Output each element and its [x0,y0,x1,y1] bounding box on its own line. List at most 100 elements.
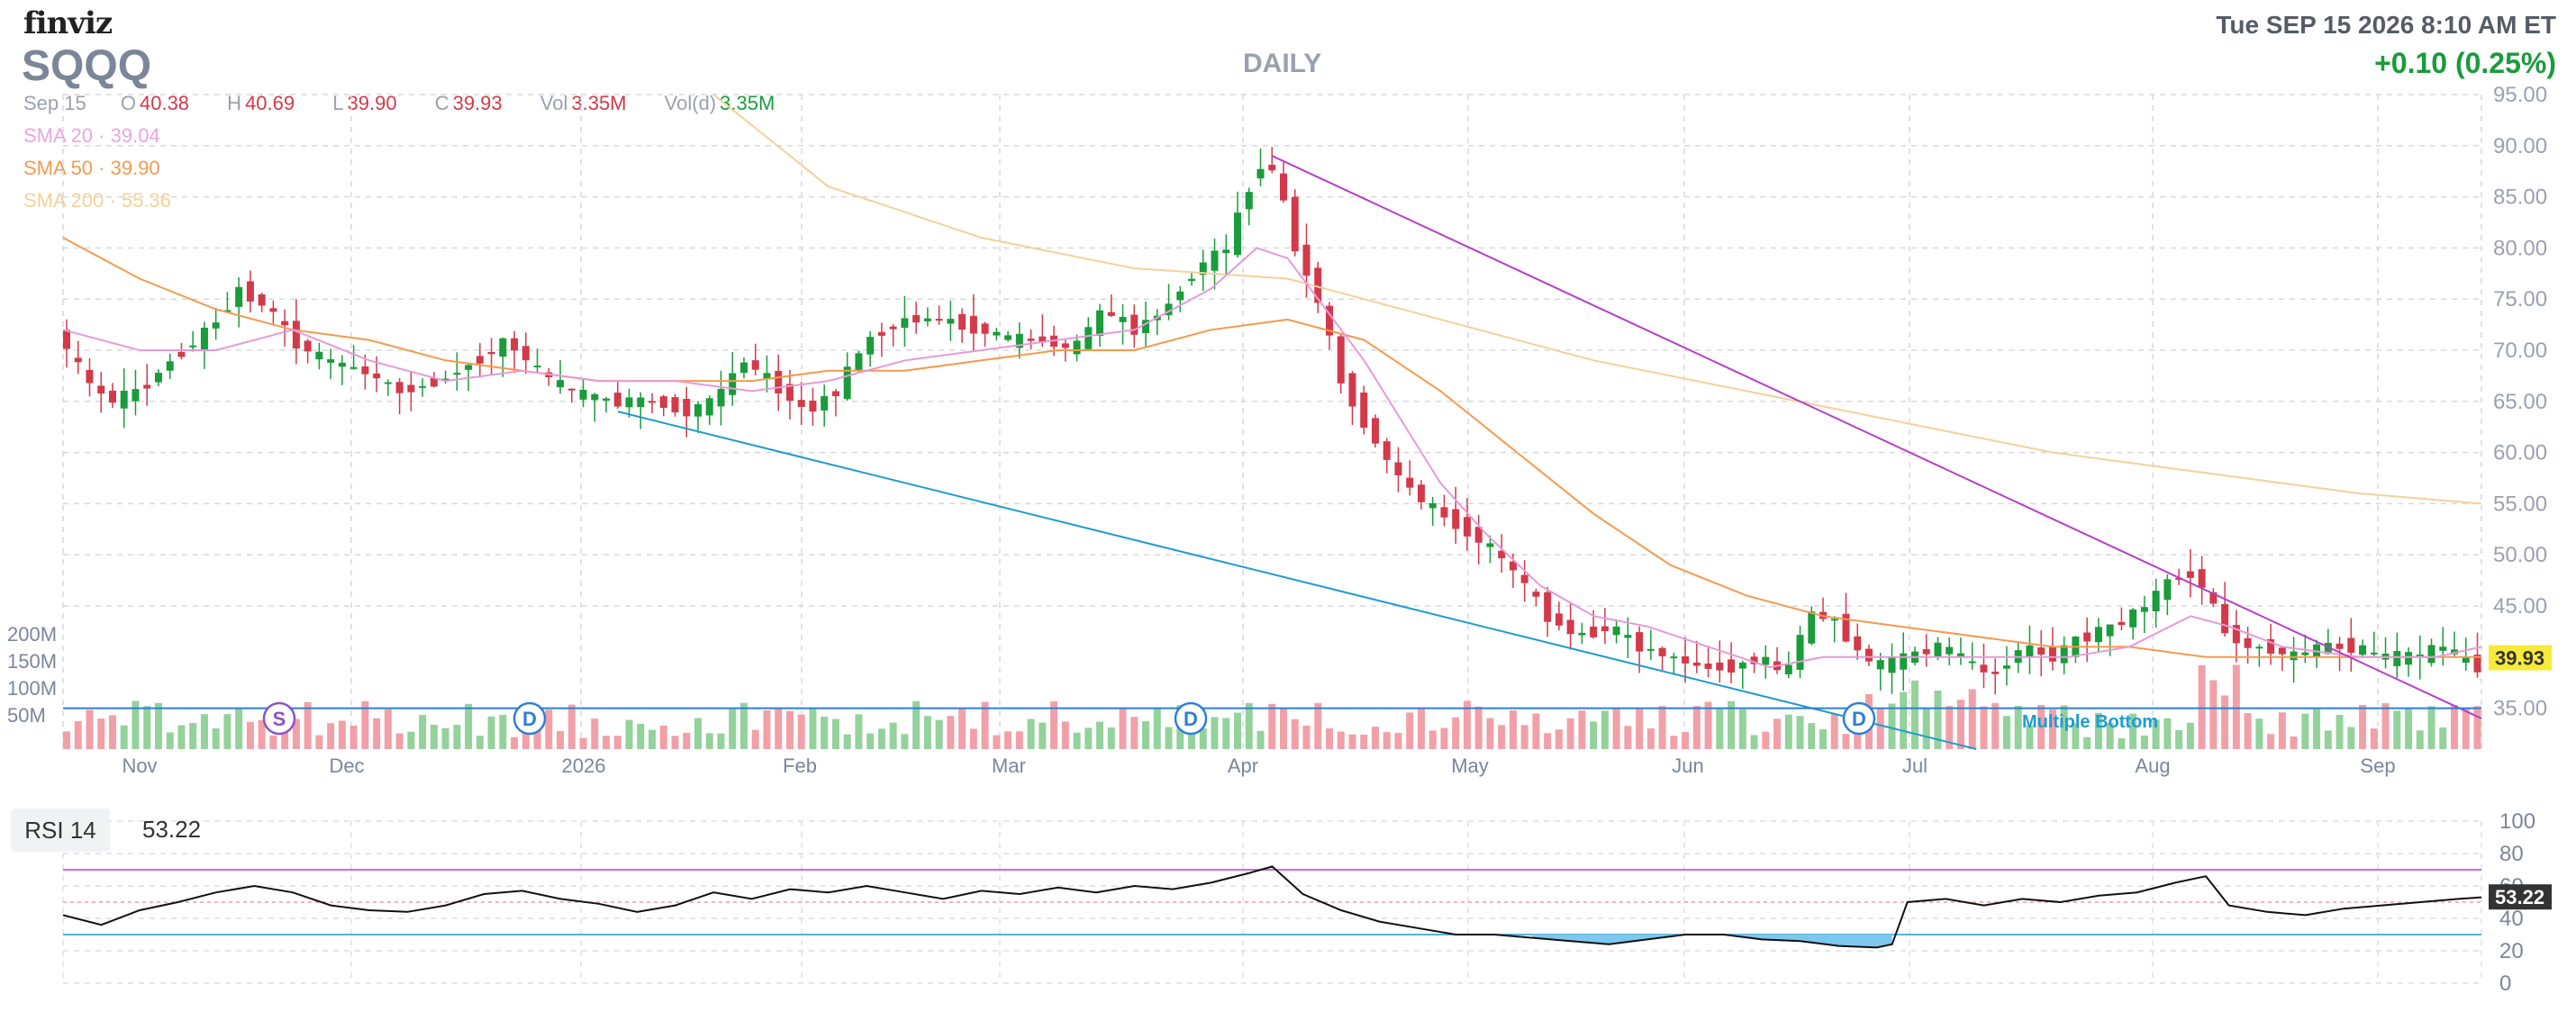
volume-bar [1452,717,1460,749]
volume-bar [1658,706,1666,749]
candle-body [567,388,576,391]
price-tick-label: 80.00 [2493,236,2547,260]
rsi-current-badge-text: 53.22 [2495,886,2544,908]
sma20-label: SMA 20 [23,124,94,147]
candle-body [901,318,909,329]
candle-body [2118,621,2126,626]
volume-bar [1842,734,1850,749]
sma20-line [62,247,2482,669]
volume-bar [567,704,576,749]
candle-body [2186,571,2194,578]
candle-body [1555,613,1563,626]
candle-body [315,351,323,360]
volume-bar [1417,709,1425,749]
volume-bar [1773,718,1782,749]
candle-body [1211,250,1219,271]
volume-bar [912,700,921,749]
candle-body [785,384,794,402]
candle-body [2324,643,2332,655]
sma50-label: SMA 50 [23,157,94,179]
candle-body [533,366,541,368]
finviz-logo[interactable]: finviz [23,5,113,41]
volume-bar [1096,721,1104,749]
volume-bar [877,728,885,749]
volume-bar [2198,664,2206,749]
candle-body [1107,312,1115,316]
candle-body [200,327,208,350]
candle-body [189,345,197,348]
volume-bar [166,732,174,749]
sma50-line [62,237,2481,658]
volume-bar [1888,703,1896,749]
candle-body [132,389,140,402]
candle-body [1096,310,1104,337]
candle-body [2278,647,2286,655]
volume-bar [487,716,495,749]
candle-body [143,384,151,389]
candle-body [1900,653,1908,670]
candle-body [1417,484,1425,502]
candle-body [1061,343,1069,348]
candle-body [775,370,783,393]
candle-body [1015,333,1023,348]
volume-bar [1084,727,1093,749]
volume-bar [154,702,162,749]
volume-tick-label: 50M [7,704,46,727]
volume-bar [430,725,438,749]
timeframe-label[interactable]: DAILY [1243,49,1322,78]
volume-bar [1073,732,1081,749]
volume-bar [1910,680,1918,749]
candle-body [1314,267,1322,303]
candle-body [683,399,691,417]
volume-bar [522,726,530,749]
volume-bar [1153,707,1161,749]
volume-bar [1291,718,1299,749]
candle-body [1865,648,1873,662]
volume-bar [2083,736,2091,749]
volume-bar [453,725,461,749]
volume-bar [441,727,449,749]
candle-body [1394,462,1402,475]
volume-bar [889,722,897,749]
volume-bar [1383,732,1391,749]
volume-bar [2163,718,2172,749]
candle-body [1325,305,1333,336]
volume-bar [1119,709,1127,749]
volume-bar [2462,708,2470,749]
volume-bar [2221,695,2229,749]
x-axis-label: Aug [2135,754,2170,777]
volume-bar [705,733,713,749]
sma50-legend[interactable]: SMA 50 · 39.90 [23,157,160,179]
volume-bar [1279,708,1287,749]
candle-body [603,398,611,401]
rsi-indicator-label[interactable]: RSI 14 [11,809,110,852]
volume-bar [717,733,725,749]
volume-bar [1245,702,1253,749]
ticker-symbol: SQQQ [22,42,152,90]
x-axis-label: May [1451,754,1489,777]
candle-body [1854,636,1862,651]
volume-bar [200,714,208,749]
volume-bar [1762,731,1770,749]
volume-bar [1544,733,1552,749]
volume-bar [1107,727,1115,749]
volume-bar [1682,732,1690,749]
candle-body [1360,393,1368,429]
candle-body [1876,660,1884,670]
candle-body [1738,662,1746,669]
volume-bar [2290,736,2298,749]
candle-body [1646,648,1655,651]
candle-body [476,356,484,364]
sma20-legend[interactable]: SMA 20 · 39.04 [23,124,160,147]
candle-body [1888,657,1896,673]
candle-body [2416,655,2424,657]
volume-bar [1796,716,1804,749]
candle-body [2083,632,2091,642]
volume-bar [1188,728,1196,749]
volume-bar [1302,725,1311,749]
volume-bar [1946,706,1954,749]
price-tick-label: 85.00 [2493,185,2547,210]
price-tick-label: 45.00 [2493,594,2547,619]
volume-bar [797,714,805,749]
